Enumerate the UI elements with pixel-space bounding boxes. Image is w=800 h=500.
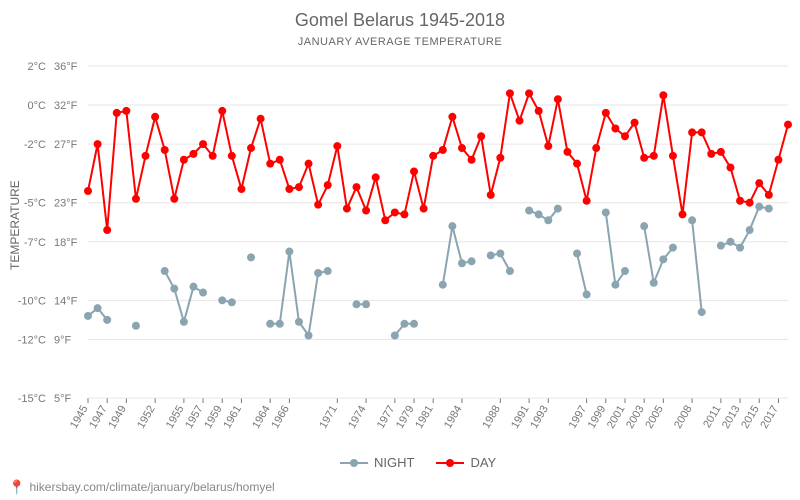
svg-text:1947: 1947 [87,404,110,431]
svg-text:1961: 1961 [221,404,244,431]
svg-text:1997: 1997 [567,404,590,431]
svg-text:2015: 2015 [739,404,762,431]
legend-label-night: NIGHT [374,455,414,470]
legend-swatch-night [340,462,368,464]
svg-text:1974: 1974 [346,404,369,431]
svg-text:0°C: 0°C [28,100,47,112]
svg-text:1981: 1981 [413,404,436,431]
chart-container: Gomel Belarus 1945-2018 JANUARY AVERAGE … [0,0,800,500]
chart-title: Gomel Belarus 1945-2018 [0,10,800,31]
svg-text:1959: 1959 [202,404,225,431]
svg-text:2003: 2003 [624,404,647,431]
svg-text:9°F: 9°F [54,334,72,346]
chart-subtitle: JANUARY AVERAGE TEMPERATURE [0,36,800,48]
svg-text:1971: 1971 [317,404,340,431]
svg-text:1979: 1979 [394,404,417,431]
svg-text:1991: 1991 [509,404,532,431]
svg-text:2013: 2013 [720,404,743,431]
svg-text:1993: 1993 [528,404,551,431]
svg-text:2001: 2001 [605,404,628,431]
svg-text:-10°C: -10°C [18,295,46,307]
svg-text:5°F: 5°F [54,393,72,405]
svg-text:1955: 1955 [164,404,187,431]
svg-text:1945: 1945 [68,404,91,431]
source-footer: 📍 hikersbay.com/climate/january/belarus/… [8,480,275,494]
svg-text:14°F: 14°F [54,295,78,307]
svg-text:2008: 2008 [672,404,695,431]
svg-text:1988: 1988 [480,403,503,430]
svg-text:2017: 2017 [758,404,781,431]
svg-text:-12°C: -12°C [18,334,46,346]
legend-item-night: NIGHT [340,455,414,470]
svg-text:2005: 2005 [643,404,666,431]
svg-text:2°C: 2°C [28,61,47,73]
svg-text:2011: 2011 [701,404,723,430]
svg-text:1999: 1999 [586,404,609,431]
svg-text:1949: 1949 [106,404,129,431]
svg-text:1952: 1952 [135,404,158,431]
svg-text:-2°C: -2°C [24,139,46,151]
svg-text:1977: 1977 [375,404,398,431]
svg-text:27°F: 27°F [54,139,78,151]
legend-label-day: DAY [470,455,496,470]
y-axis-title: TEMPERATURE [8,180,22,270]
svg-text:18°F: 18°F [54,237,78,249]
svg-text:-7°C: -7°C [24,237,46,249]
legend-item-day: DAY [436,455,496,470]
svg-text:-5°C: -5°C [24,198,46,210]
svg-text:1964: 1964 [250,404,273,431]
chart-legend: NIGHT DAY [340,455,496,470]
svg-text:1957: 1957 [183,404,206,431]
svg-text:32°F: 32°F [54,100,78,112]
map-pin-icon: 📍 [8,480,25,494]
svg-text:1966: 1966 [269,404,292,431]
svg-text:23°F: 23°F [54,198,78,210]
legend-swatch-day [436,462,464,464]
source-url: hikersbay.com/climate/january/belarus/ho… [29,480,274,494]
chart-plot: -15°C 5°F -12°C 9°F -10°C 14°F -7°C 18°F -5°C 23°… [0,0,800,500]
svg-text:-15°C: -15°C [18,393,46,405]
svg-text:1984: 1984 [442,404,465,431]
svg-text:36°F: 36°F [54,61,78,73]
